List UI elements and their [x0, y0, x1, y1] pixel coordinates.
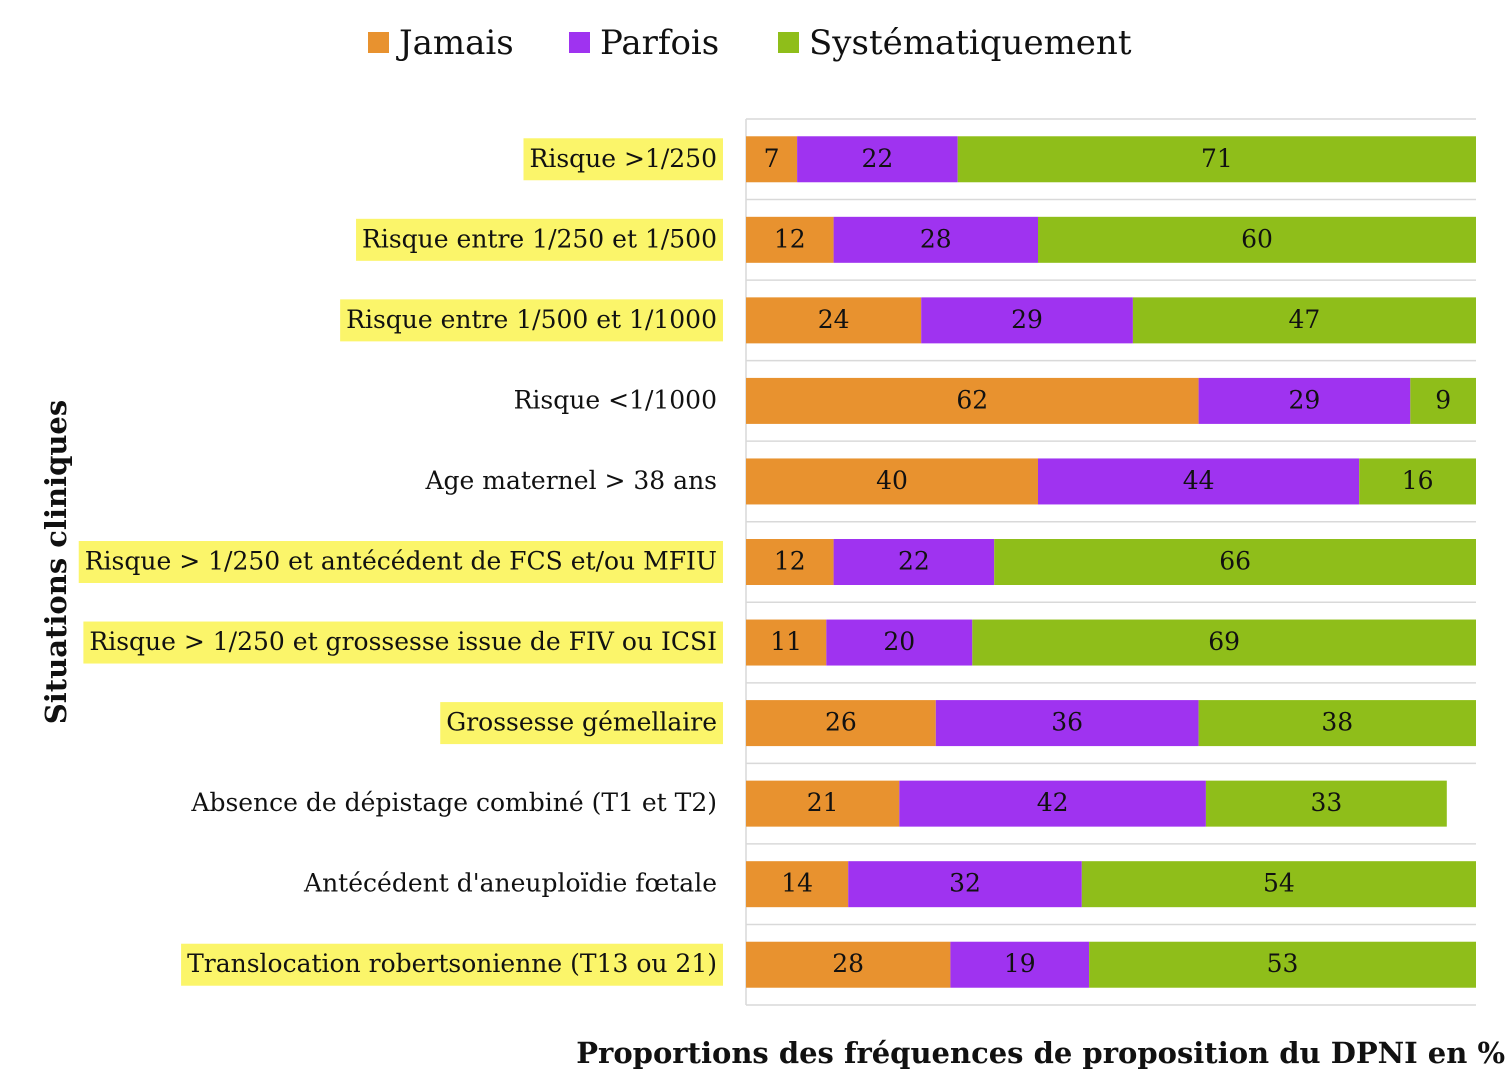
bar-segment — [746, 216, 834, 263]
data-label: 32 — [949, 869, 981, 898]
legend-swatch — [778, 32, 799, 53]
data-label: 28 — [832, 949, 864, 978]
data-label: 22 — [861, 144, 893, 173]
category-label: Antécédent d'aneuploïdie fœtale — [303, 869, 717, 898]
bar-segment — [833, 539, 995, 585]
data-label: 14 — [781, 869, 813, 898]
bar-segment — [746, 780, 900, 827]
bar-segment — [1359, 458, 1476, 505]
data-label: 20 — [883, 627, 915, 656]
bar-segment — [746, 136, 798, 183]
data-label: 53 — [1267, 949, 1299, 978]
data-label: 42 — [1037, 788, 1069, 817]
bar-segment — [1198, 700, 1476, 747]
data-label: 22 — [898, 547, 930, 576]
bar-segment — [746, 297, 922, 344]
data-label: 26 — [825, 708, 857, 737]
legend-swatch — [368, 32, 389, 53]
data-label: 24 — [818, 305, 850, 334]
bar-segment — [833, 216, 1038, 263]
data-label: 11 — [770, 627, 802, 656]
bar-segment — [935, 700, 1199, 747]
data-label: 38 — [1321, 708, 1353, 737]
bar-segment — [972, 619, 1476, 666]
bar-segment — [746, 377, 1199, 424]
data-label: 54 — [1263, 869, 1295, 898]
bar-segment — [746, 941, 951, 988]
category-label: Risque >1/250 — [530, 144, 718, 173]
category-label: Risque entre 1/250 et 1/500 — [362, 224, 717, 253]
y-axis-title: Situations cliniques — [39, 400, 73, 724]
bar-segment — [746, 458, 1038, 505]
label-highlight — [440, 702, 723, 745]
bar-segment — [1198, 377, 1411, 424]
category-label: Age maternel > 38 ans — [424, 466, 717, 495]
bar-segment — [746, 539, 834, 585]
data-label: 69 — [1208, 627, 1240, 656]
bar-segment — [1410, 377, 1476, 424]
category-label: Risque > 1/250 et grossesse issue de FIV… — [89, 627, 717, 656]
category-label: Risque > 1/250 et antécédent de FCS et/o… — [85, 547, 717, 576]
category-label: Translocation robertsonienne (T13 ou 21) — [187, 949, 717, 978]
category-label: Grossesse gémellaire — [446, 708, 717, 737]
bar-segment — [746, 700, 936, 747]
legend-label: Jamais — [396, 23, 514, 63]
data-label: 33 — [1310, 788, 1342, 817]
label-highlight — [78, 541, 723, 583]
data-label: 19 — [1004, 949, 1036, 978]
data-label: 28 — [920, 224, 952, 253]
category-label: Absence de dépistage combiné (T1 et T2) — [190, 788, 717, 817]
data-label: 60 — [1241, 224, 1273, 253]
x-axis-title: Proportions des fréquences de propositio… — [576, 1036, 1505, 1070]
data-label: 36 — [1051, 708, 1083, 737]
label-highlight — [356, 218, 723, 261]
legend-swatch — [569, 32, 590, 53]
data-label: 29 — [1289, 385, 1321, 414]
bar-segment — [797, 136, 958, 183]
legend-label: Parfois — [600, 23, 719, 63]
bar-segment — [950, 941, 1090, 988]
bar-segment — [1038, 458, 1360, 505]
bar-segment — [746, 619, 827, 666]
bar-segment — [1081, 861, 1476, 908]
label-highlight — [181, 943, 723, 986]
data-label: 9 — [1435, 385, 1451, 414]
data-label: 40 — [876, 466, 908, 495]
data-label: 29 — [1011, 305, 1043, 334]
data-label: 62 — [956, 385, 988, 414]
label-highlight — [83, 621, 723, 664]
bar-segment — [1132, 297, 1476, 344]
data-label: 71 — [1201, 144, 1233, 173]
bar-segment — [1089, 941, 1476, 988]
bar-segment — [899, 780, 1206, 827]
bar-segment — [957, 136, 1476, 183]
bar-segment — [746, 861, 849, 908]
bar-segment — [921, 297, 1133, 344]
bar-segment — [1038, 216, 1476, 263]
bar-segment — [994, 539, 1476, 585]
data-label: 66 — [1219, 547, 1251, 576]
category-label: Risque entre 1/500 et 1/1000 — [346, 305, 717, 334]
data-label: 44 — [1183, 466, 1215, 495]
data-label: 16 — [1402, 466, 1434, 495]
data-label: 12 — [774, 547, 806, 576]
bar-segment — [1205, 780, 1447, 827]
data-label: 7 — [764, 144, 780, 173]
data-label: 47 — [1289, 305, 1321, 334]
label-highlight — [340, 299, 723, 342]
data-label: 21 — [807, 788, 839, 817]
bar-segment — [826, 619, 973, 666]
label-highlight — [523, 138, 723, 181]
legend-label: Systématiquement — [809, 23, 1132, 63]
bar-segment — [848, 861, 1082, 908]
data-label: 12 — [774, 224, 806, 253]
category-label: Risque <1/1000 — [514, 385, 717, 414]
